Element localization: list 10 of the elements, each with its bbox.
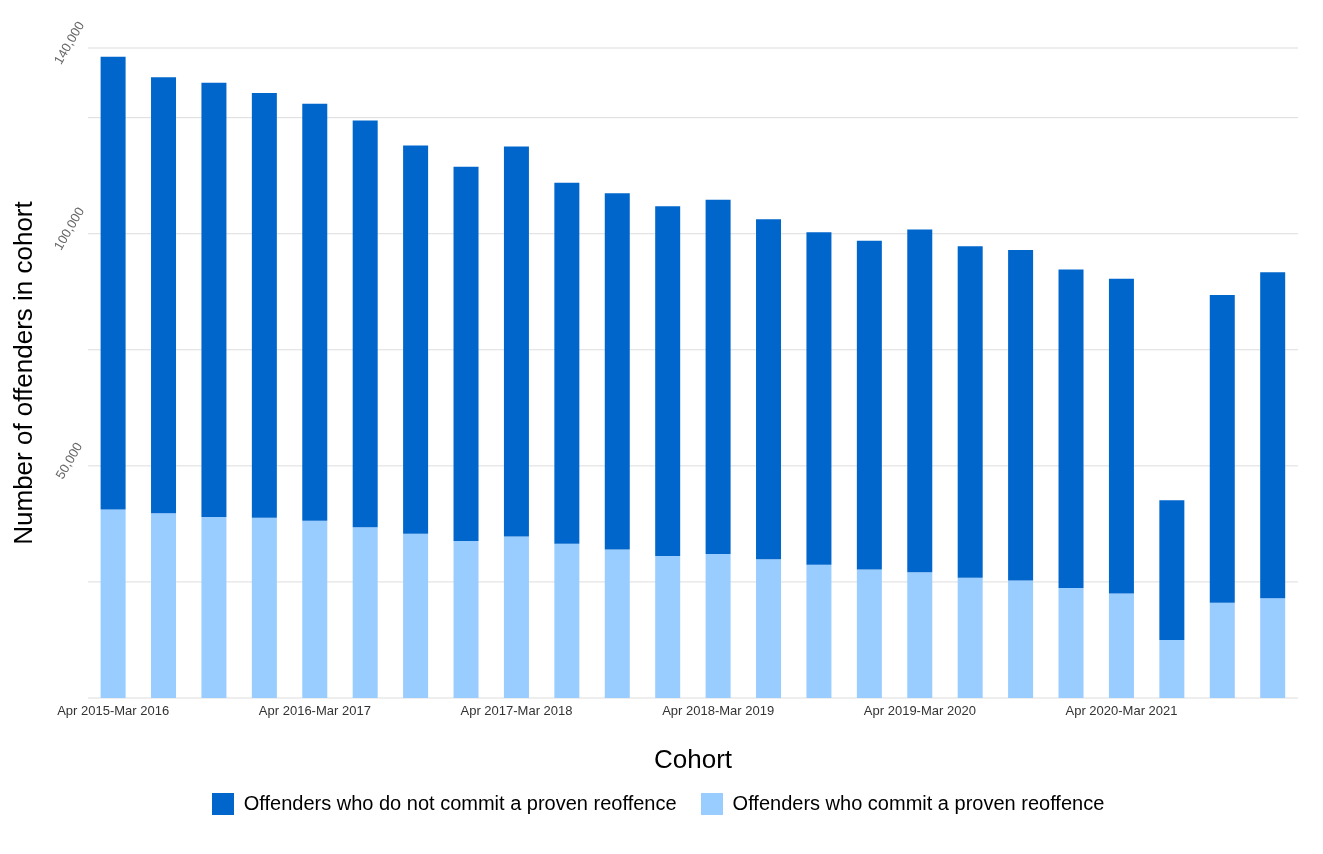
x-tick-label: Apr 2017-Mar 2018 (460, 703, 573, 719)
x-tick-label: Apr 2016-Mar 2017 (258, 703, 371, 719)
legend-label: Offenders who do not commit a proven reoffence (243, 792, 677, 815)
legend-label: Offenders who commit a proven reoffence (732, 792, 1105, 815)
y-axis-title: Number of offenders in cohort (8, 200, 39, 545)
x-tick-label: Apr 2018-Mar 2019 (662, 703, 775, 719)
x-tick-label: Apr 2015-Mar 2016 (57, 703, 170, 719)
x-tick-label: Apr 2020-Mar 2021 (1065, 703, 1178, 719)
x-axis-title: Cohort (653, 744, 733, 774)
x-tick-label: Apr 2019-Mar 2020 (863, 703, 976, 719)
